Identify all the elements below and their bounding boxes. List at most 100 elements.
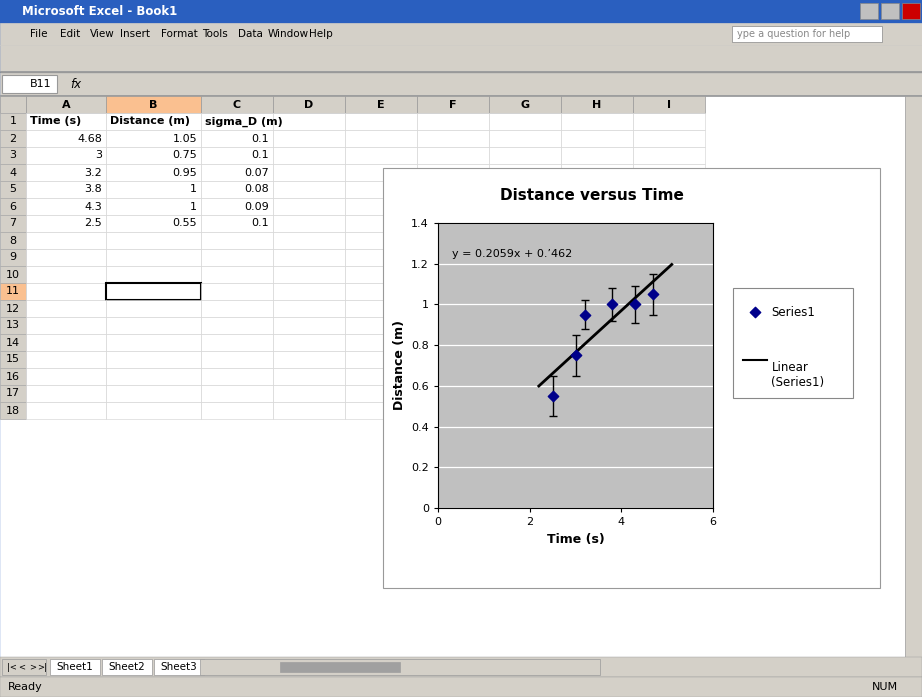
Bar (26, 317, 106, 334)
Bar (0, 385, 26, 402)
Bar (633, 334, 705, 351)
Bar (633, 351, 705, 368)
Bar (561, 181, 633, 198)
Bar (26, 181, 106, 198)
Text: Insert: Insert (120, 29, 150, 39)
Bar (273, 130, 345, 147)
Bar (489, 334, 561, 351)
Bar (26, 113, 106, 130)
Bar (345, 147, 417, 164)
Bar (106, 181, 201, 198)
Bar (201, 317, 273, 334)
Bar (561, 215, 633, 232)
Text: sigma_D (m): sigma_D (m) (205, 116, 283, 127)
Bar (26, 130, 106, 147)
Bar (345, 113, 417, 130)
Bar (2, 75, 57, 93)
Bar (106, 266, 201, 283)
Bar (201, 130, 273, 147)
Bar (489, 96, 561, 113)
Bar (273, 113, 345, 130)
Bar (0, 300, 26, 317)
Bar (417, 164, 489, 181)
Bar (489, 130, 561, 147)
Text: 11: 11 (6, 286, 20, 296)
Bar (561, 164, 633, 181)
Bar (489, 402, 561, 419)
Text: 2: 2 (9, 134, 17, 144)
Bar (106, 232, 201, 249)
Point (577, 309, 592, 320)
Text: 0.08: 0.08 (244, 185, 269, 194)
Bar (417, 181, 489, 198)
Bar (417, 351, 489, 368)
Text: 5: 5 (9, 185, 17, 194)
Text: 9: 9 (9, 252, 17, 263)
Bar (201, 164, 273, 181)
Bar (633, 317, 705, 334)
Bar (26, 402, 106, 419)
Text: 13: 13 (6, 321, 20, 330)
Bar (417, 232, 489, 249)
Text: y = 0.2059x + 0.’462: y = 0.2059x + 0.’462 (452, 249, 572, 259)
Text: 0.1: 0.1 (252, 151, 269, 160)
Text: 0.07: 0.07 (244, 167, 269, 178)
Bar (106, 368, 201, 385)
Text: 3.2: 3.2 (84, 167, 102, 178)
Bar (561, 249, 633, 266)
Bar (633, 283, 705, 300)
Text: Sheet2: Sheet2 (109, 662, 146, 672)
Point (545, 390, 560, 401)
Text: Edit: Edit (60, 29, 80, 39)
Bar (201, 334, 273, 351)
Bar (561, 351, 633, 368)
X-axis label: Time (s): Time (s) (547, 533, 605, 546)
Bar (345, 215, 417, 232)
Bar (200, 659, 600, 675)
Bar (633, 249, 705, 266)
Bar (0, 95, 922, 96)
Text: ype a question for help: ype a question for help (737, 29, 850, 39)
Bar (106, 164, 201, 181)
Bar (273, 368, 345, 385)
Bar (417, 198, 489, 215)
Bar (345, 385, 417, 402)
Bar (106, 215, 201, 232)
Bar (273, 215, 345, 232)
Text: Format: Format (161, 29, 197, 39)
Bar (633, 96, 705, 113)
Text: 17: 17 (6, 388, 20, 399)
Bar (633, 368, 705, 385)
Text: Distance versus Time: Distance versus Time (500, 188, 684, 204)
Text: Window: Window (267, 29, 309, 39)
Bar (489, 147, 561, 164)
Text: 18: 18 (6, 406, 20, 415)
Bar (201, 96, 273, 113)
Bar (26, 147, 106, 164)
Text: H: H (592, 100, 602, 109)
Text: Data: Data (238, 29, 263, 39)
Bar (345, 96, 417, 113)
Text: 2.5: 2.5 (84, 218, 102, 229)
Bar (489, 266, 561, 283)
Bar (561, 232, 633, 249)
Bar (26, 96, 106, 113)
Bar (417, 300, 489, 317)
Text: File: File (30, 29, 48, 39)
Bar (201, 266, 273, 283)
Text: 0.1: 0.1 (252, 134, 269, 144)
Text: 1: 1 (9, 116, 17, 126)
Point (645, 289, 660, 300)
Bar (417, 283, 489, 300)
Bar (345, 402, 417, 419)
Text: G: G (520, 100, 529, 109)
Bar (561, 113, 633, 130)
Bar (633, 164, 705, 181)
Bar (417, 385, 489, 402)
Bar (273, 351, 345, 368)
Bar (201, 249, 273, 266)
Text: F: F (449, 100, 456, 109)
Bar (417, 334, 489, 351)
Text: Time (s): Time (s) (30, 116, 81, 126)
Bar (26, 351, 106, 368)
